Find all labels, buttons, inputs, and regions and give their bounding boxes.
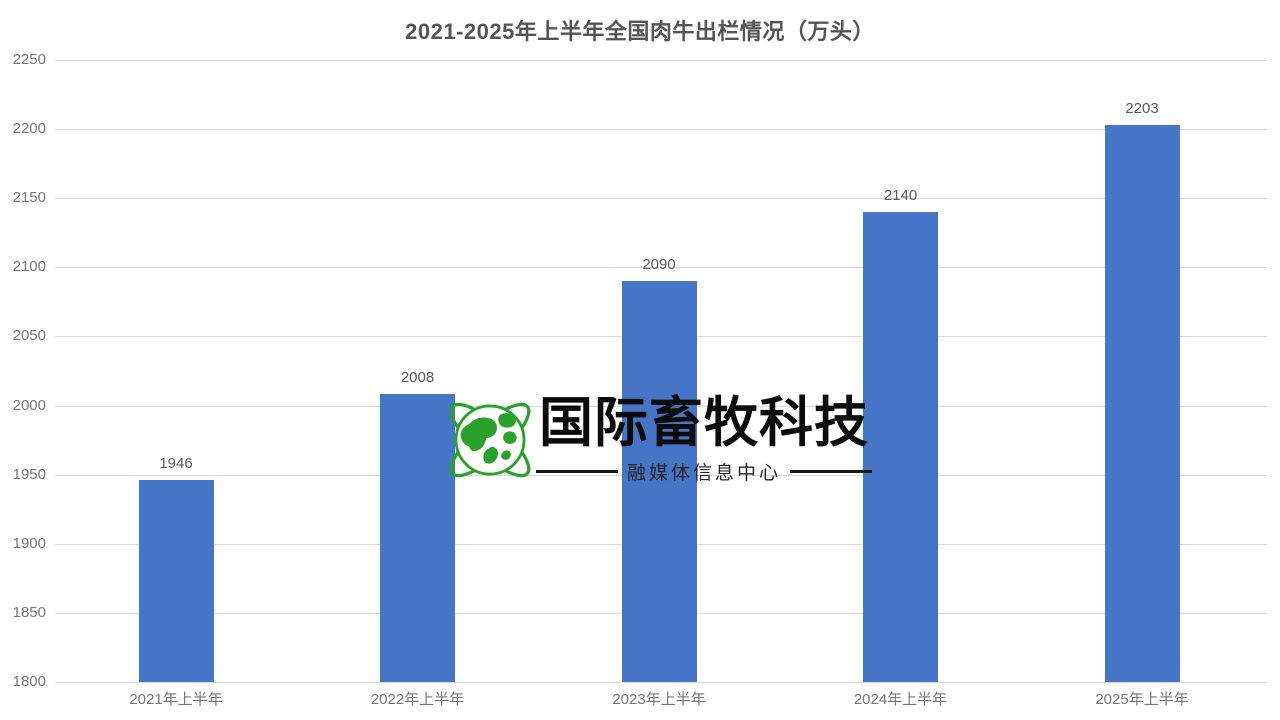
bar-value-label: 2008	[400, 369, 435, 387]
bar-value-label: 1946	[159, 455, 193, 473]
watermark-brand-text: 国际畜牧科技	[539, 393, 869, 454]
watermark-right-rule	[790, 469, 873, 473]
gridline	[55, 267, 1267, 268]
x-tick-label: 2024年上半年	[853, 691, 948, 708]
bar-value-label: 2140	[883, 187, 918, 205]
chart-title: 2021-2025年上半年全国肉牛出栏情况（万头）	[405, 19, 875, 44]
watermark: 国际畜牧科技 融媒体信息中心	[438, 388, 873, 492]
globe-orbit-icon	[438, 388, 542, 492]
y-tick-label: 1800	[12, 673, 46, 690]
gridline	[55, 60, 1267, 61]
y-tick-label: 1950	[12, 466, 46, 483]
gridline	[55, 129, 1267, 130]
bar-2024年上半年	[863, 212, 938, 682]
y-tick-label: 1850	[12, 604, 46, 621]
gridline	[55, 198, 1267, 199]
bar-2021年上半年	[138, 480, 214, 682]
watermark-subtitle-text: 融媒体信息中心	[627, 462, 782, 484]
bar-value-label: 2090	[642, 256, 676, 274]
x-tick-label: 2022年上半年	[370, 691, 465, 708]
x-tick-label: 2025年上半年	[1095, 691, 1189, 708]
x-tick-label: 2023年上半年	[612, 691, 706, 708]
gridline	[55, 682, 1267, 683]
bar-2025年上半年	[1104, 124, 1180, 682]
y-tick-label: 2250	[12, 51, 46, 68]
y-tick-label: 2150	[12, 189, 46, 206]
y-tick-label: 2050	[12, 327, 46, 344]
y-tick-label: 2000	[12, 397, 46, 414]
y-tick-label: 1900	[12, 535, 46, 552]
bar-2022年上半年	[380, 394, 455, 682]
y-tick-label: 2200	[12, 120, 46, 137]
y-tick-label: 2100	[12, 258, 46, 275]
bar-2023年上半年	[621, 281, 697, 682]
watermark-left-rule	[536, 469, 618, 473]
bar-value-label: 2203	[1125, 99, 1159, 117]
x-tick-label: 2021年上半年	[129, 691, 223, 708]
